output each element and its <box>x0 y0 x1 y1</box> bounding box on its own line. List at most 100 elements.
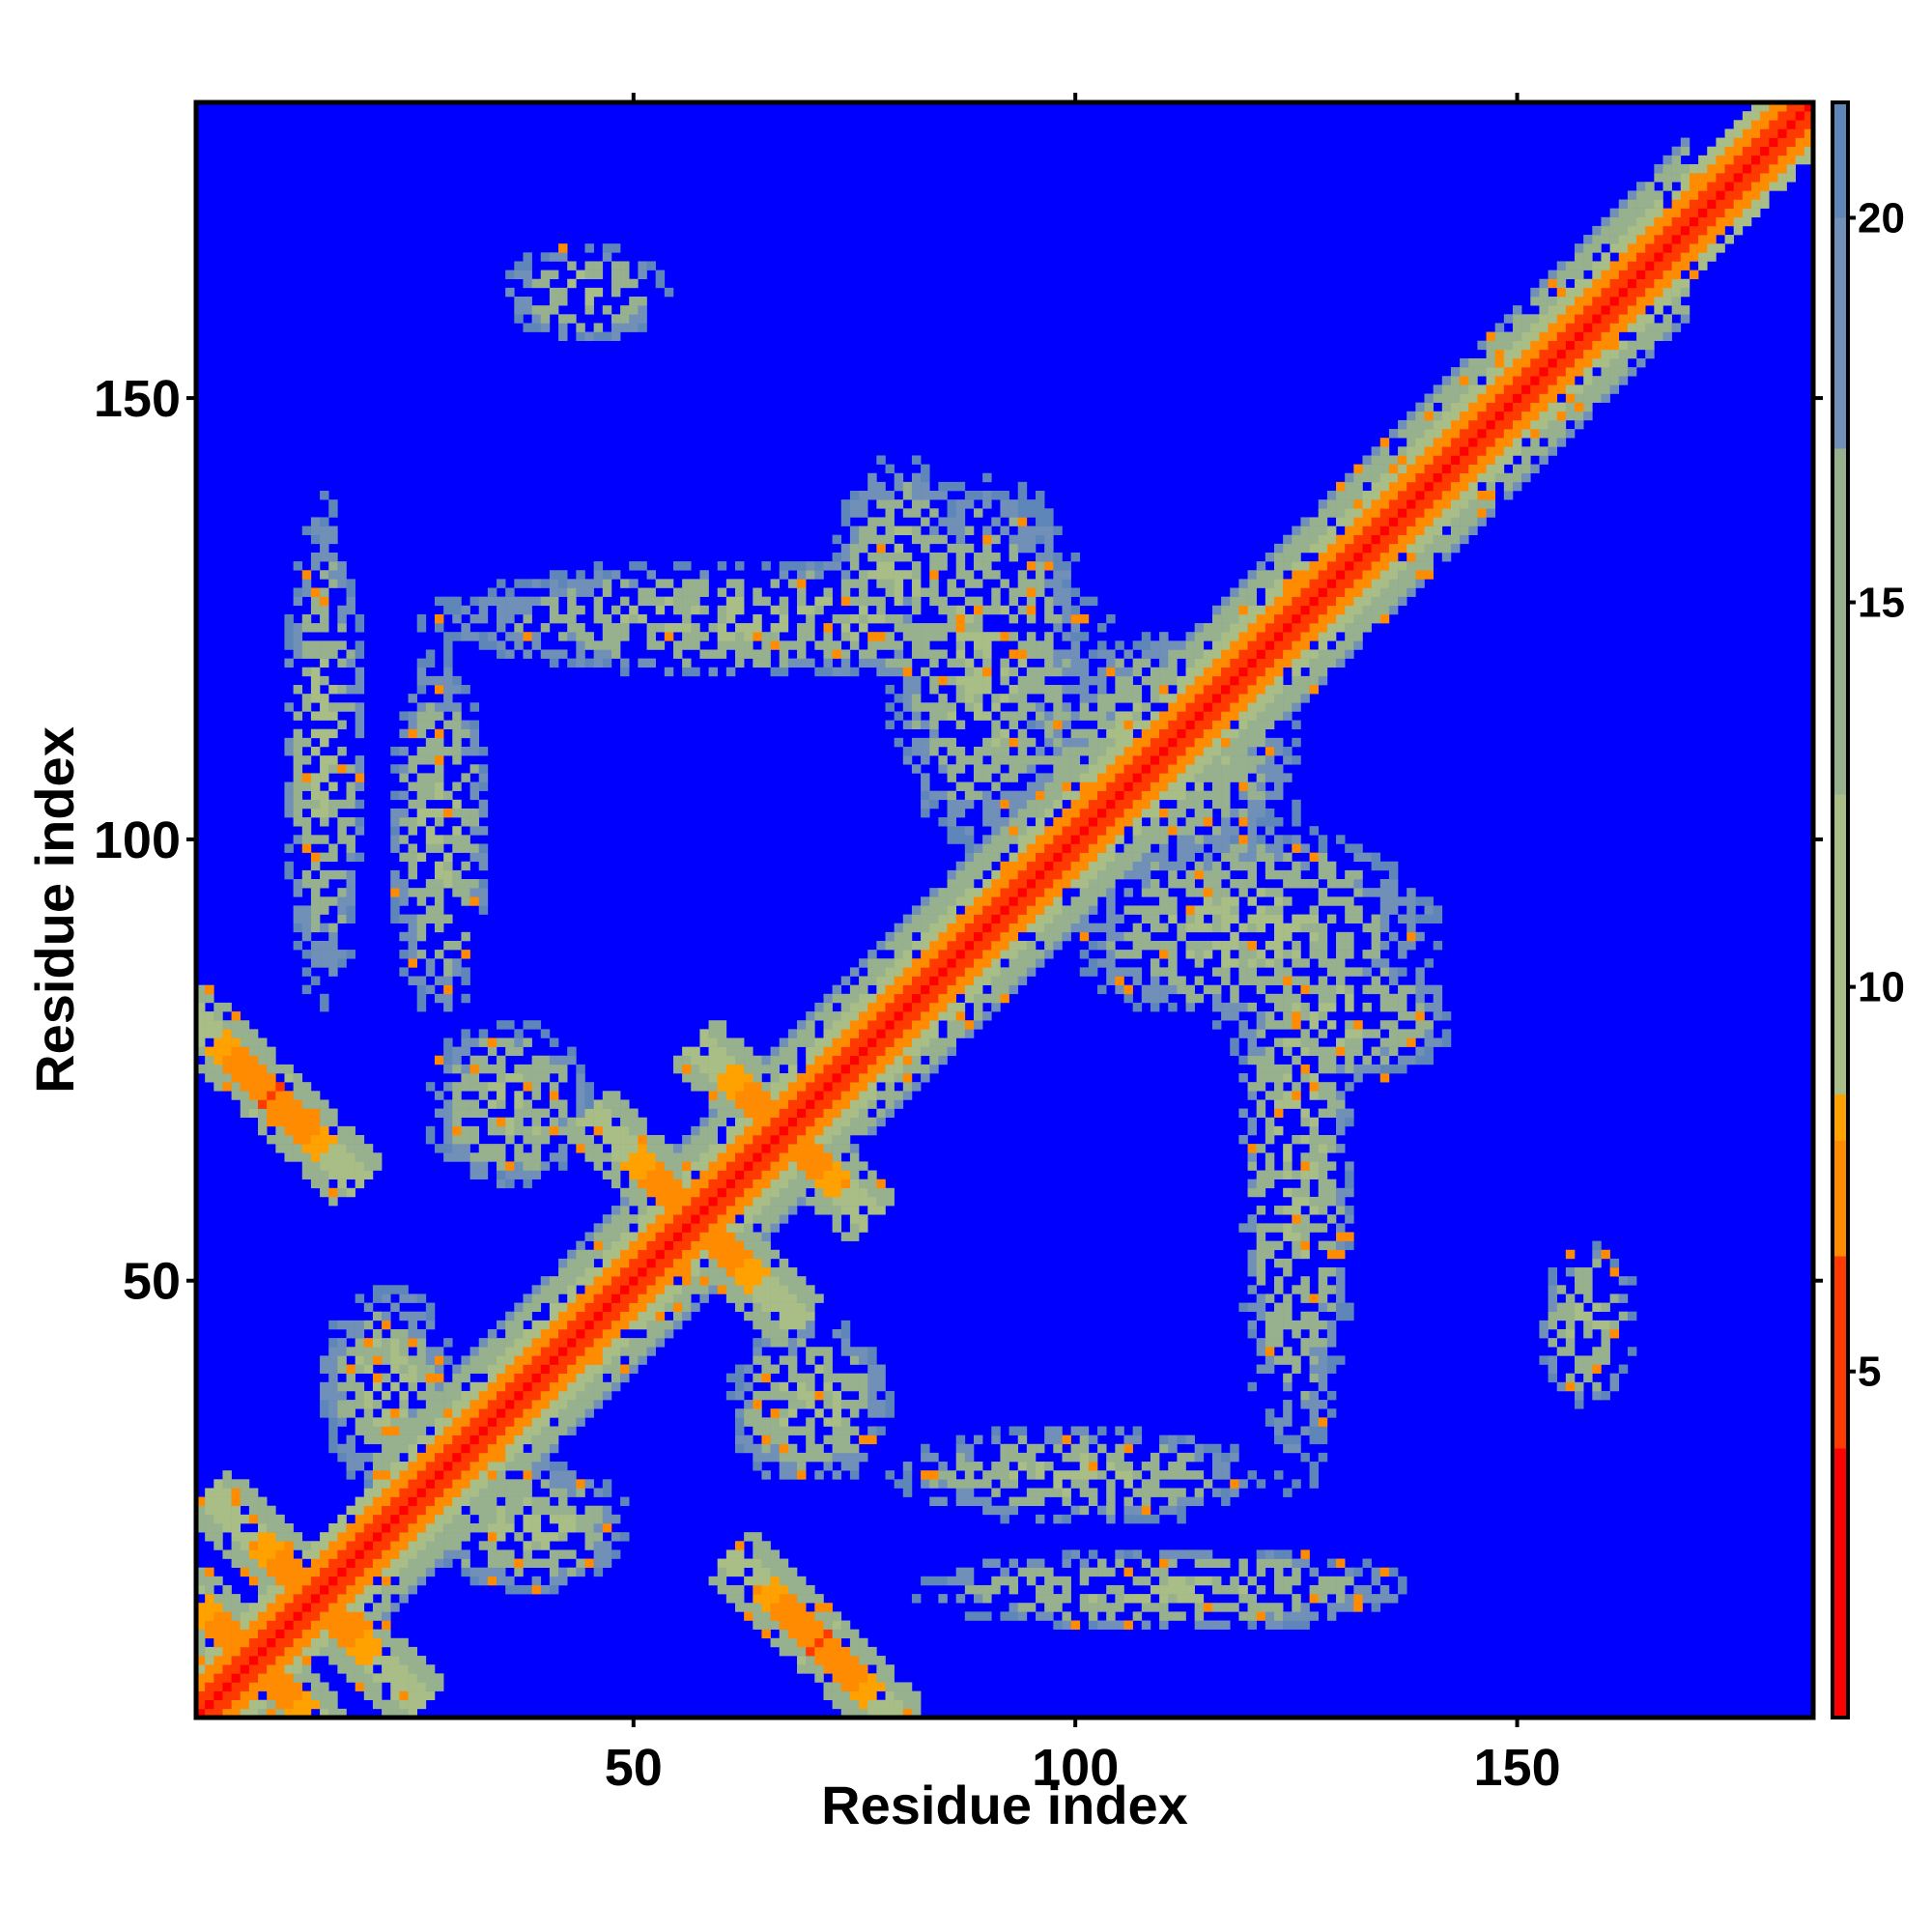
heatmap-cell <box>284 1620 294 1630</box>
heatmap-cell <box>682 1196 692 1207</box>
heatmap-cell <box>258 1567 268 1577</box>
heatmap-cell <box>797 1470 807 1480</box>
heatmap-cell <box>1088 649 1098 659</box>
heatmap-cell <box>849 1664 860 1674</box>
heatmap-cell <box>735 1134 745 1145</box>
heatmap-cell <box>523 1462 532 1471</box>
heatmap-cell <box>540 1426 551 1435</box>
heatmap-cell <box>363 1514 374 1524</box>
heatmap-cell <box>593 1320 604 1330</box>
heatmap-cell <box>1036 914 1045 924</box>
heatmap-cell <box>301 1567 312 1577</box>
heatmap-cell <box>779 1567 789 1577</box>
heatmap-cell <box>753 1603 762 1612</box>
heatmap-cell <box>735 1037 745 1047</box>
heatmap-cell <box>425 984 436 995</box>
heatmap-cell <box>452 728 462 739</box>
heatmap-cell <box>505 1426 515 1435</box>
heatmap-cell <box>921 1452 930 1463</box>
heatmap-cell <box>973 579 983 588</box>
heatmap-cell <box>885 1708 895 1719</box>
heatmap-cell <box>523 305 532 315</box>
heatmap-cell <box>1088 905 1098 915</box>
heatmap-cell <box>725 1390 736 1401</box>
heatmap-cell <box>770 1443 781 1454</box>
heatmap-cell <box>576 1338 585 1348</box>
heatmap-cell <box>310 640 321 650</box>
heatmap-cell <box>725 1064 736 1074</box>
heatmap-cell <box>1026 1496 1037 1507</box>
heatmap-cell <box>964 1020 975 1030</box>
heatmap-cell <box>514 1144 524 1153</box>
heatmap-cell <box>558 314 568 324</box>
heatmap-cell <box>1062 702 1071 712</box>
heatmap-cell <box>558 1055 568 1065</box>
heatmap-cell <box>258 1708 268 1719</box>
heatmap-cell <box>1088 1549 1098 1559</box>
heatmap-cell <box>814 1408 824 1418</box>
heatmap-cell <box>708 1249 719 1260</box>
heatmap-cell <box>531 1328 542 1339</box>
heatmap-cell <box>469 720 480 729</box>
heatmap-cell <box>947 826 956 836</box>
heatmap-cell <box>196 1656 206 1665</box>
heatmap-cell <box>611 1311 621 1321</box>
heatmap-cell <box>779 1390 789 1401</box>
heatmap-cell <box>1079 1603 1090 1612</box>
heatmap-cell <box>531 1320 542 1330</box>
heatmap-cell <box>284 737 294 748</box>
heatmap-cell <box>469 1055 480 1065</box>
heatmap-cell <box>806 1347 815 1356</box>
heatmap-cell <box>425 1373 436 1383</box>
heatmap-cell <box>725 579 736 588</box>
heatmap-cell <box>301 826 312 836</box>
heatmap-cell <box>363 1170 374 1179</box>
heatmap-cell <box>328 1408 338 1418</box>
heatmap-cell <box>487 1532 497 1542</box>
heatmap-cell <box>408 869 417 880</box>
heatmap-cell <box>1009 632 1019 641</box>
heatmap-cell <box>991 1558 1001 1568</box>
heatmap-cell <box>1044 1576 1054 1586</box>
heatmap-cell <box>929 534 939 545</box>
heatmap-cell <box>823 1170 833 1179</box>
heatmap-cell <box>797 1037 807 1047</box>
heatmap-cell <box>258 1558 268 1568</box>
heatmap-cell <box>593 1522 604 1533</box>
heatmap-cell <box>372 1611 383 1621</box>
heatmap-cell <box>646 1249 656 1260</box>
heatmap-cell <box>859 993 868 1004</box>
heatmap-cell <box>469 1426 480 1435</box>
heatmap-cell <box>284 632 294 641</box>
heatmap-cell <box>849 1011 860 1021</box>
heatmap-cell <box>1088 869 1098 880</box>
heatmap-cell <box>416 781 427 791</box>
heatmap-cell <box>487 1046 497 1057</box>
heatmap-cell <box>1036 552 1045 562</box>
heatmap-cell <box>408 1426 417 1435</box>
heatmap-cell <box>708 1161 719 1171</box>
heatmap-cell <box>894 649 904 659</box>
heatmap-cell <box>593 1505 604 1516</box>
heatmap-cell <box>355 1603 365 1612</box>
heatmap-cell <box>753 1232 762 1241</box>
heatmap-cell <box>744 1082 753 1092</box>
heatmap-cell <box>717 1064 727 1074</box>
heatmap-cell <box>416 1690 427 1701</box>
heatmap-cell <box>982 746 992 756</box>
heatmap-cell <box>620 305 630 315</box>
heatmap-cell <box>955 1020 966 1030</box>
heatmap-cell <box>1036 781 1045 791</box>
heatmap-cell <box>638 1240 647 1251</box>
heatmap-cell <box>267 1055 276 1065</box>
heatmap-cell <box>1036 508 1045 518</box>
heatmap-cell <box>806 1320 815 1330</box>
heatmap-cell <box>867 517 877 526</box>
heatmap-cell <box>620 1364 630 1374</box>
heatmap-cell <box>390 879 400 889</box>
heatmap-cell <box>894 640 904 650</box>
heatmap-cell <box>646 1134 656 1145</box>
heatmap-cell <box>806 1152 815 1162</box>
heatmap-cell <box>293 711 303 721</box>
heatmap-cell <box>902 923 913 933</box>
